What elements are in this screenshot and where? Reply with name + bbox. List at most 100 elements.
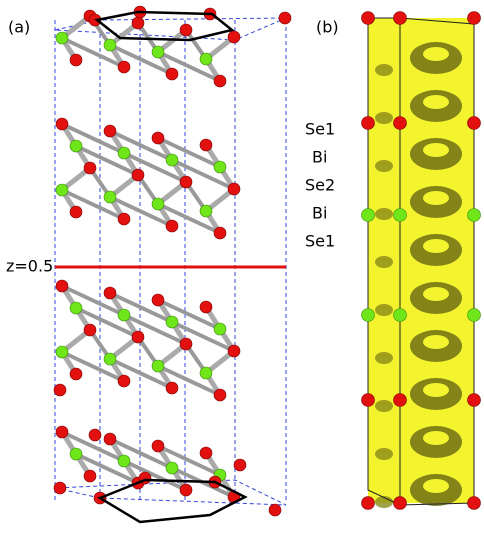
bond xyxy=(156,202,222,235)
density-hole xyxy=(375,352,393,364)
bond xyxy=(108,357,174,390)
layer-label: Bi xyxy=(312,148,327,167)
bond xyxy=(60,122,126,155)
atom xyxy=(213,388,227,402)
bond xyxy=(60,36,126,69)
bond xyxy=(108,43,174,76)
atom xyxy=(361,208,375,222)
atom xyxy=(361,496,375,510)
atom xyxy=(55,279,69,293)
atoms-b xyxy=(361,11,481,510)
density-core xyxy=(423,47,449,61)
atom xyxy=(165,315,179,329)
atom xyxy=(117,146,131,160)
bond xyxy=(122,151,188,184)
atom xyxy=(103,38,117,52)
atom xyxy=(227,182,241,196)
atom xyxy=(151,197,165,211)
atom xyxy=(69,139,83,153)
bond xyxy=(170,158,236,191)
atom xyxy=(55,183,69,197)
atom xyxy=(393,393,407,407)
structure-b xyxy=(361,11,481,510)
density-core xyxy=(423,335,449,349)
bond xyxy=(74,144,140,177)
atom xyxy=(227,344,241,358)
atom xyxy=(55,425,69,439)
atom xyxy=(199,138,213,152)
bond xyxy=(108,129,174,162)
atom xyxy=(165,219,179,233)
atom xyxy=(393,208,407,222)
atom xyxy=(278,11,292,25)
atom xyxy=(69,447,83,461)
atom xyxy=(467,496,481,510)
layer-label: Se1 xyxy=(305,120,335,139)
hexagon xyxy=(94,10,235,42)
density-core xyxy=(423,191,449,205)
density-core xyxy=(423,383,449,397)
atom xyxy=(467,393,481,407)
bond xyxy=(60,350,126,383)
atom xyxy=(55,117,69,131)
atom xyxy=(53,481,67,495)
layer-label: Se1 xyxy=(305,232,335,251)
bond xyxy=(60,188,126,221)
atom xyxy=(213,74,227,88)
bond xyxy=(108,291,174,324)
bond xyxy=(156,298,222,331)
atom xyxy=(199,366,213,380)
density-hole xyxy=(375,160,393,172)
atom xyxy=(233,458,247,472)
atom xyxy=(53,383,67,397)
density-hole xyxy=(375,64,393,76)
atom xyxy=(103,352,117,366)
atom xyxy=(467,11,481,25)
density-core xyxy=(423,95,449,109)
bond xyxy=(108,195,174,228)
atom xyxy=(268,503,282,517)
atom xyxy=(103,432,117,446)
bond xyxy=(108,437,174,470)
atom xyxy=(361,11,375,25)
atom xyxy=(467,208,481,222)
hexagon xyxy=(97,478,248,524)
atom xyxy=(151,293,165,307)
bond xyxy=(156,364,222,397)
atom xyxy=(103,286,117,300)
atom xyxy=(179,23,193,37)
density-hole xyxy=(375,208,393,220)
density-core xyxy=(423,239,449,253)
atom xyxy=(117,212,131,226)
divider-label: z=0.5 xyxy=(6,257,53,276)
atom xyxy=(55,345,69,359)
atom xyxy=(69,53,83,67)
bond xyxy=(74,306,140,339)
density-holes xyxy=(375,42,462,508)
density-hole xyxy=(375,256,393,268)
atom xyxy=(179,483,193,497)
structure-a xyxy=(53,5,292,517)
density-core xyxy=(423,287,449,301)
atom xyxy=(213,160,227,174)
atom xyxy=(69,205,83,219)
density-hole xyxy=(375,496,393,508)
atom xyxy=(179,337,193,351)
density-core xyxy=(423,479,449,493)
atom xyxy=(69,301,83,315)
density-hole xyxy=(375,112,393,124)
atom xyxy=(227,30,241,44)
atom xyxy=(165,67,179,81)
atom xyxy=(393,11,407,25)
atom xyxy=(151,45,165,59)
atom xyxy=(131,168,145,182)
atom xyxy=(199,446,213,460)
atom xyxy=(213,322,227,336)
bond xyxy=(156,136,222,169)
atom xyxy=(83,323,97,337)
atom xyxy=(467,308,481,322)
density-core xyxy=(423,143,449,157)
atom xyxy=(213,226,227,240)
atom xyxy=(151,131,165,145)
